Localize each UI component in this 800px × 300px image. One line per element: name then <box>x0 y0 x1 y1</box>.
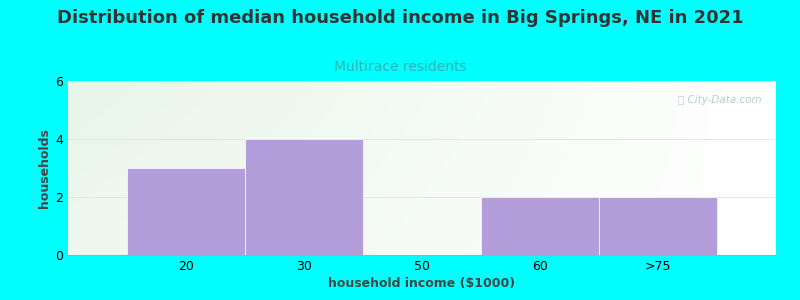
Bar <box>127 168 245 255</box>
Bar <box>245 139 363 255</box>
Bar <box>599 197 717 255</box>
Y-axis label: households: households <box>38 128 51 208</box>
Bar <box>481 197 599 255</box>
Text: Distribution of median household income in Big Springs, NE in 2021: Distribution of median household income … <box>57 9 743 27</box>
Text: Multirace residents: Multirace residents <box>334 60 466 74</box>
Text: ⓘ City-Data.com: ⓘ City-Data.com <box>678 95 762 105</box>
X-axis label: household income ($1000): household income ($1000) <box>329 277 515 290</box>
